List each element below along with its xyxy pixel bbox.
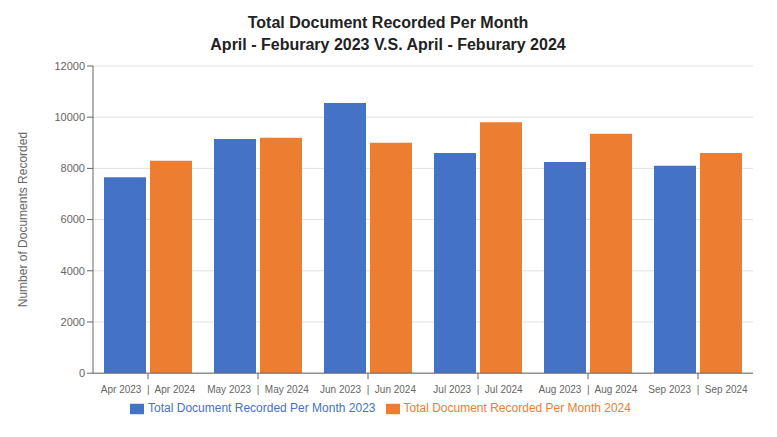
svg-text:Aug 2023 | Aug 2024: Aug 2023 | Aug 2024 <box>539 384 638 395</box>
html-text:Total Document Recorded Per Mo: Total Document Recorded Per Month <box>247 14 529 31</box>
svg-text:Jun 2023 | Jun 2024: Jun 2023 | Jun 2024 <box>320 384 416 395</box>
svg-text:12000: 12000 <box>54 60 85 72</box>
svg-text:8000: 8000 <box>61 162 85 174</box>
svg-text:4000: 4000 <box>61 265 85 277</box>
html-text:April - Feburary 2023 V.S. Apr: April - Feburary 2023 V.S. April - Febur… <box>210 36 566 53</box>
svg-text:6000: 6000 <box>61 213 85 225</box>
svg-text:0: 0 <box>79 367 85 379</box>
svg-text:May 2023 | May 2024: May 2023 | May 2024 <box>207 384 309 395</box>
svg-text:Apr 2023 | Apr 2024: Apr 2023 | Apr 2024 <box>101 384 196 395</box>
svg-text:Number of Documents Recorded: Number of Documents Recorded <box>16 132 30 307</box>
svg-text:Sep 2023 | Sep 2024: Sep 2023 | Sep 2024 <box>648 384 748 395</box>
svg-text:2000: 2000 <box>61 316 85 328</box>
svg-text:10000: 10000 <box>54 111 85 123</box>
html-text:Total Document Recorded Per Mo: Total Document Recorded Per Month 2023 <box>148 401 376 416</box>
html-text:Total Document Recorded Per Mo: Total Document Recorded Per Month 2024 <box>403 401 631 416</box>
svg-text:Jul 2023 | Jul 2024: Jul 2023 | Jul 2024 <box>433 384 523 395</box>
